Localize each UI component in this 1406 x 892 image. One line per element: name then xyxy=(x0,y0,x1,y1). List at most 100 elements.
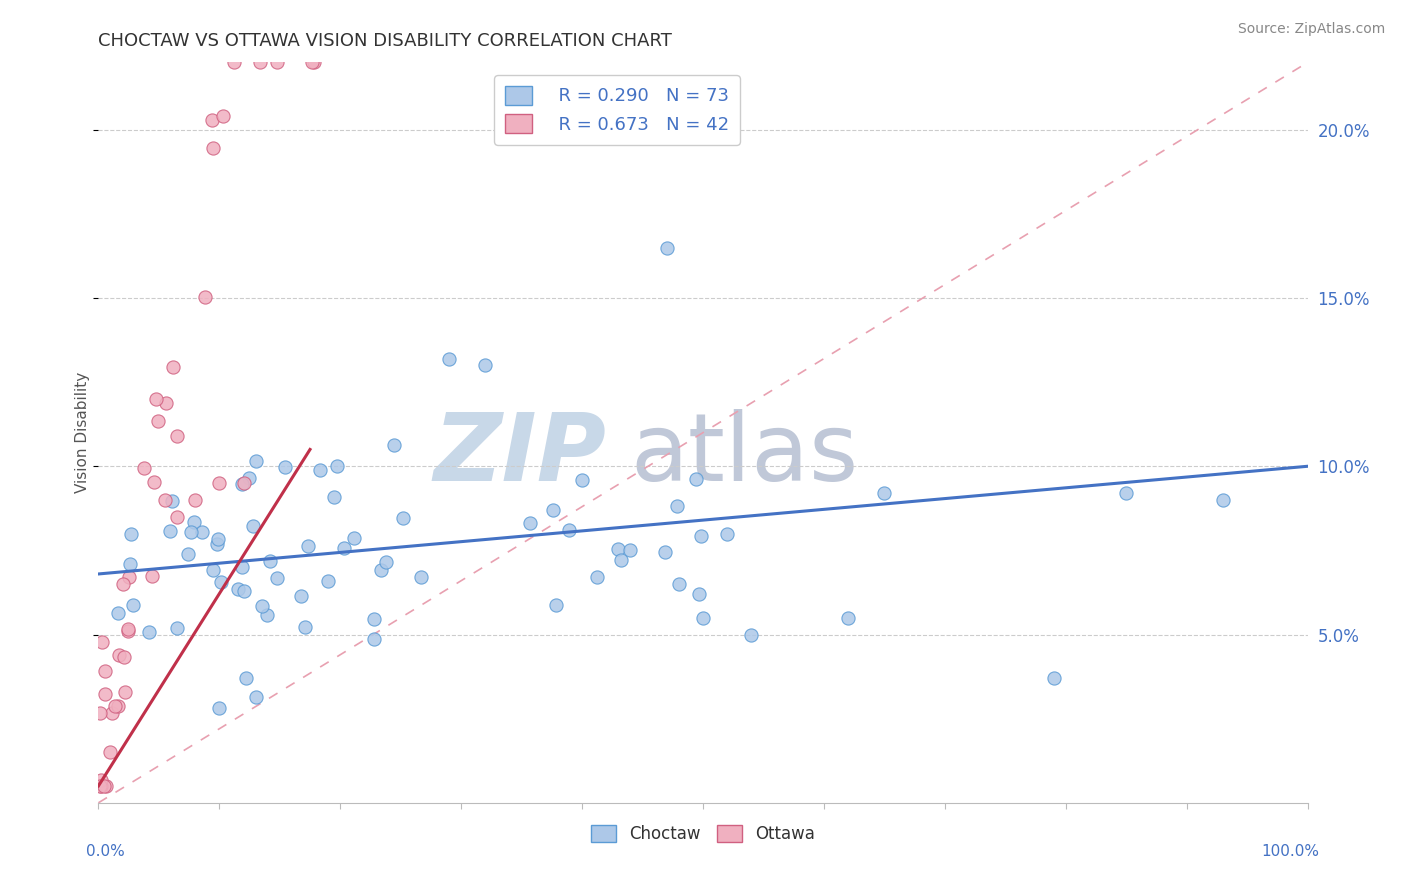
Point xyxy=(155,395,177,409)
Point xyxy=(183,515,205,529)
Point xyxy=(249,55,271,70)
Point xyxy=(294,620,316,634)
Point xyxy=(120,527,142,541)
Point xyxy=(740,627,762,641)
Point xyxy=(207,701,229,715)
Point xyxy=(245,690,267,704)
Point xyxy=(571,473,593,487)
Point xyxy=(114,685,136,699)
Point xyxy=(242,519,264,533)
Point xyxy=(207,532,229,546)
Point xyxy=(89,706,111,721)
Point xyxy=(201,141,224,155)
Point xyxy=(209,574,232,589)
Point xyxy=(117,624,139,638)
Point xyxy=(107,699,129,714)
Point xyxy=(107,607,129,621)
Text: CHOCTAW VS OTTAWA VISION DISABILITY CORRELATION CHART: CHOCTAW VS OTTAWA VISION DISABILITY CORR… xyxy=(98,32,672,50)
Point xyxy=(837,610,859,624)
Point xyxy=(654,544,676,558)
Point xyxy=(370,563,392,577)
Point xyxy=(166,621,188,635)
Point xyxy=(382,438,405,452)
Legend: Choctaw, Ottawa: Choctaw, Ottawa xyxy=(583,819,823,850)
Point xyxy=(153,492,176,507)
Point xyxy=(93,779,115,793)
Point xyxy=(112,649,135,664)
Point xyxy=(118,557,141,571)
Point xyxy=(194,290,217,304)
Point xyxy=(610,552,633,566)
Point xyxy=(375,555,398,569)
Point xyxy=(519,516,541,531)
Point xyxy=(90,635,112,649)
Point xyxy=(89,779,111,793)
Text: ZIP: ZIP xyxy=(433,409,606,500)
Point xyxy=(231,559,253,574)
Point xyxy=(143,475,166,489)
Point xyxy=(235,671,257,685)
Point xyxy=(692,610,714,624)
Point xyxy=(226,582,249,596)
Point xyxy=(326,458,349,473)
Point xyxy=(212,109,235,123)
Point xyxy=(557,523,579,537)
Point xyxy=(716,526,738,541)
Point xyxy=(266,55,288,70)
Point xyxy=(668,577,690,591)
Point xyxy=(252,599,274,613)
Point xyxy=(118,570,141,584)
Point xyxy=(541,503,564,517)
Point xyxy=(90,779,112,793)
Point xyxy=(309,463,332,477)
Point xyxy=(232,476,254,491)
Point xyxy=(108,648,131,662)
Point xyxy=(290,589,312,603)
Point xyxy=(208,476,231,491)
Point xyxy=(302,55,325,70)
Point xyxy=(437,351,460,366)
Point xyxy=(343,531,366,545)
Point xyxy=(205,537,228,551)
Point xyxy=(141,569,163,583)
Point xyxy=(180,524,202,539)
Point xyxy=(162,360,184,375)
Point xyxy=(332,541,354,556)
Point xyxy=(586,569,609,583)
Text: Source: ZipAtlas.com: Source: ZipAtlas.com xyxy=(1237,22,1385,37)
Point xyxy=(190,525,212,540)
Point xyxy=(138,624,160,639)
Point xyxy=(363,612,385,626)
Point xyxy=(544,598,567,612)
Point xyxy=(409,569,432,583)
Point xyxy=(297,540,319,554)
Point xyxy=(104,698,127,713)
Point xyxy=(665,499,688,513)
Point xyxy=(90,772,112,787)
Point xyxy=(1212,492,1234,507)
Point xyxy=(159,524,181,539)
Point xyxy=(873,486,896,500)
Point xyxy=(316,574,339,588)
Point xyxy=(145,392,167,406)
Point xyxy=(121,599,143,613)
Point xyxy=(392,510,415,524)
Point xyxy=(1115,486,1137,500)
Point xyxy=(94,687,117,701)
Point xyxy=(201,112,224,127)
Point xyxy=(619,543,641,558)
Point xyxy=(231,476,253,491)
Point xyxy=(117,622,139,636)
Point xyxy=(166,428,188,442)
Point xyxy=(232,583,254,598)
Point xyxy=(301,55,323,70)
Point xyxy=(162,494,184,508)
Point xyxy=(94,779,117,793)
Point xyxy=(184,492,207,507)
Point xyxy=(474,359,496,373)
Y-axis label: Vision Disability: Vision Disability xyxy=(75,372,90,493)
Point xyxy=(256,608,278,623)
Point xyxy=(238,471,260,485)
Point xyxy=(688,587,710,601)
Point xyxy=(166,509,188,524)
